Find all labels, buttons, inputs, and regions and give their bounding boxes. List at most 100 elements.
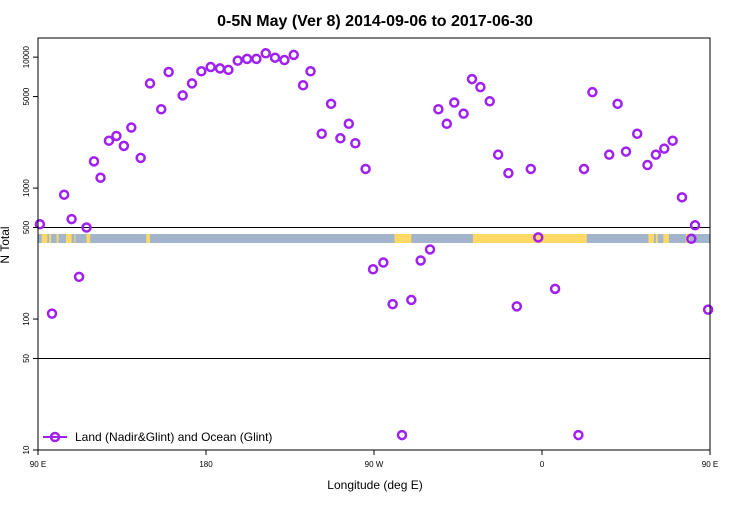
data-point	[186, 78, 198, 89]
land-segment	[74, 234, 76, 243]
data-point	[135, 152, 146, 164]
data-point	[378, 257, 389, 268]
data-point	[81, 222, 92, 233]
x-tick-label: 0	[540, 460, 545, 469]
data-point	[549, 283, 561, 295]
data-point	[279, 54, 290, 66]
data-point	[689, 220, 701, 231]
data-point	[297, 79, 309, 91]
y-axis-label: N Total	[0, 226, 12, 263]
chart-title: 0-5N May (Ver 8) 2014-09-06 to 2017-06-3…	[217, 13, 533, 30]
data-point	[367, 264, 379, 275]
data-point	[484, 96, 495, 107]
x-tick-label: 180	[199, 460, 213, 469]
data-point	[232, 55, 243, 66]
data-point	[424, 244, 436, 255]
x-tick-label: 90 E	[702, 460, 718, 469]
data-point	[396, 429, 408, 441]
data-point	[686, 233, 697, 245]
data-point	[449, 97, 460, 108]
data-point	[659, 143, 670, 154]
data-point	[34, 218, 46, 230]
data-point	[205, 61, 216, 73]
data-point	[144, 78, 156, 89]
plot-area	[34, 48, 714, 441]
data-point	[441, 118, 453, 129]
data-point	[335, 133, 346, 144]
data-point	[612, 98, 623, 110]
data-point	[288, 49, 299, 61]
ocean-band	[38, 234, 710, 243]
data-point	[492, 149, 504, 160]
data-point	[126, 122, 137, 133]
data-point	[103, 135, 115, 146]
x-tick-label: 90 E	[30, 460, 46, 469]
land-segment	[394, 234, 412, 243]
data-point	[325, 98, 337, 110]
data-point	[88, 156, 100, 167]
y-tick-label: 1000	[22, 179, 31, 197]
data-point	[620, 146, 632, 157]
data-point	[269, 52, 281, 63]
land-segment	[648, 234, 654, 243]
data-point	[251, 53, 262, 65]
data-point	[111, 130, 122, 142]
data-point	[702, 304, 714, 315]
data-point	[573, 429, 584, 441]
plot-frame	[37, 37, 711, 451]
data-point	[667, 135, 678, 146]
legend-label: Land (Nadir&Glint) and Ocean (Glint)	[75, 430, 272, 444]
data-point	[163, 66, 174, 78]
data-point	[387, 298, 398, 310]
land-segment	[663, 234, 669, 243]
data-point	[223, 64, 234, 76]
data-point	[511, 301, 523, 312]
data-point	[466, 73, 478, 85]
data-point	[603, 149, 615, 160]
data-point	[343, 118, 355, 129]
data-point	[578, 163, 590, 175]
data-point	[155, 103, 167, 115]
data-point	[66, 213, 77, 225]
y-tick-label: 10	[22, 445, 31, 454]
data-point	[316, 128, 327, 139]
data-point	[631, 128, 643, 139]
data-point	[406, 294, 417, 306]
land-segment	[49, 234, 52, 243]
data-point	[433, 103, 444, 115]
data-point	[676, 192, 688, 203]
data-point	[58, 189, 70, 200]
y-tick-label: 50	[22, 353, 31, 362]
legend: Land (Nadir&Glint) and Ocean (Glint)	[43, 430, 272, 444]
data-point	[241, 53, 253, 65]
data-point	[46, 308, 58, 319]
data-point	[73, 271, 85, 283]
data-point	[587, 86, 598, 98]
data-point	[503, 167, 514, 179]
data-point	[475, 81, 486, 93]
y-tick-label: 100	[22, 312, 31, 326]
land-segment	[66, 234, 72, 243]
data-point	[458, 108, 469, 119]
data-point	[360, 163, 371, 175]
data-point	[350, 137, 361, 149]
data-point	[533, 232, 544, 243]
x-axis-label: Longitude (deg E)	[327, 478, 422, 492]
data-point	[214, 63, 226, 74]
data-point	[260, 48, 271, 59]
y-tick-label: 500	[22, 220, 31, 234]
y-tick-label: 5000	[22, 87, 31, 105]
land-segment	[472, 234, 587, 243]
y-tick-label: 10000	[22, 45, 31, 68]
legend-marker	[49, 431, 61, 443]
x-tick-label: 90 W	[365, 460, 384, 469]
data-point	[525, 163, 537, 175]
data-point	[95, 172, 106, 183]
land-segment	[56, 234, 59, 243]
data-point	[305, 66, 316, 77]
data-point	[415, 255, 426, 266]
data-point	[196, 66, 207, 77]
land-segment	[86, 234, 91, 243]
